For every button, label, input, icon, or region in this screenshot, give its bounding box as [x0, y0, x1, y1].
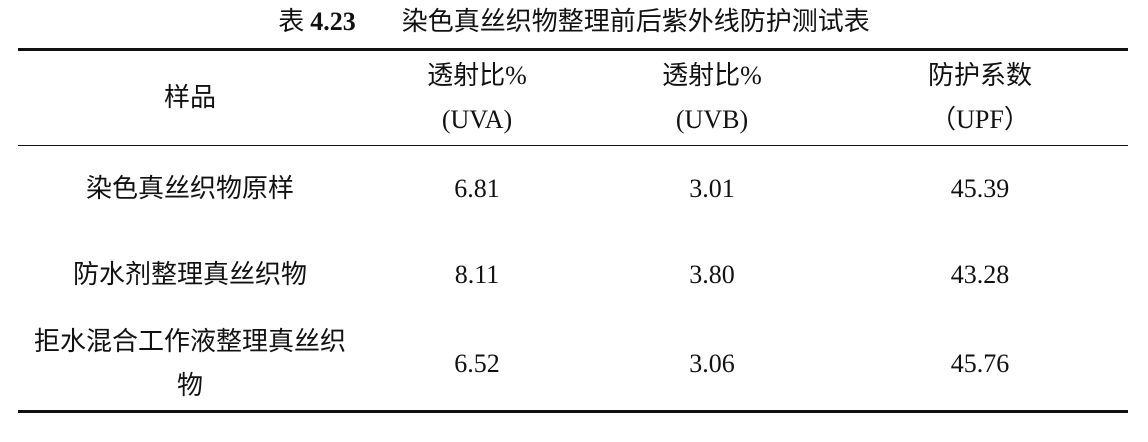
- header-cell: 透射比% (UVB): [592, 50, 832, 146]
- sample-cell: 防水剂整理真丝织物: [72, 259, 307, 289]
- data-table: 样品 透射比% (UVA) 透射比% (UVB) 防护系数 （UPF） 染色真丝织物原…: [18, 48, 1128, 413]
- sample-cell: 拒水混合工作液整理真丝织物: [33, 326, 346, 400]
- sample-cell: 染色真丝织物原样: [85, 173, 294, 203]
- table-row: 拒水混合工作液整理真丝织物 6.52 3.06 45.76: [18, 318, 1128, 412]
- header-row: 样品 透射比% (UVA) 透射比% (UVB) 防护系数 （UPF）: [18, 50, 1128, 146]
- caption-prefix: 表: [278, 7, 305, 36]
- value-cell: 3.80: [689, 259, 735, 289]
- header-unit: (UVB): [675, 105, 749, 134]
- value-cell: 6.81: [454, 173, 500, 203]
- value-cell: 6.52: [454, 348, 500, 378]
- header-text: 样品: [163, 83, 216, 112]
- header-unit: （UPF）: [930, 105, 1030, 134]
- caption-title: 染色真丝织物整理前后紫外线防护测试表: [401, 7, 870, 36]
- value-cell: 3.06: [689, 348, 735, 378]
- caption-number: 4.23: [310, 7, 356, 36]
- header-unit: (UVA): [441, 105, 513, 134]
- table-caption: 表 4.23 染色真丝织物整理前后紫外线防护测试表: [0, 4, 1148, 40]
- value-cell: 3.01: [689, 173, 735, 203]
- value-cell: 45.76: [950, 348, 1010, 378]
- table-row: 防水剂整理真丝织物 8.11 3.80 43.28: [18, 232, 1128, 318]
- header-cell: 透射比% (UVA): [362, 50, 592, 146]
- value-cell: 43.28: [950, 259, 1010, 289]
- value-cell: 45.39: [950, 173, 1010, 203]
- header-text: 透射比%: [427, 61, 527, 90]
- table-row: 染色真丝织物原样 6.81 3.01 45.39: [18, 146, 1128, 232]
- value-cell: 8.11: [454, 259, 500, 289]
- header-text: 透射比%: [662, 61, 762, 90]
- header-cell: 样品: [18, 50, 362, 146]
- table-body: 染色真丝织物原样 6.81 3.01 45.39 防水剂整理真丝织物 8.11 3.80 43…: [18, 146, 1128, 412]
- header-text: 防护系数: [927, 61, 1032, 90]
- header-cell: 防护系数 （UPF）: [832, 50, 1128, 146]
